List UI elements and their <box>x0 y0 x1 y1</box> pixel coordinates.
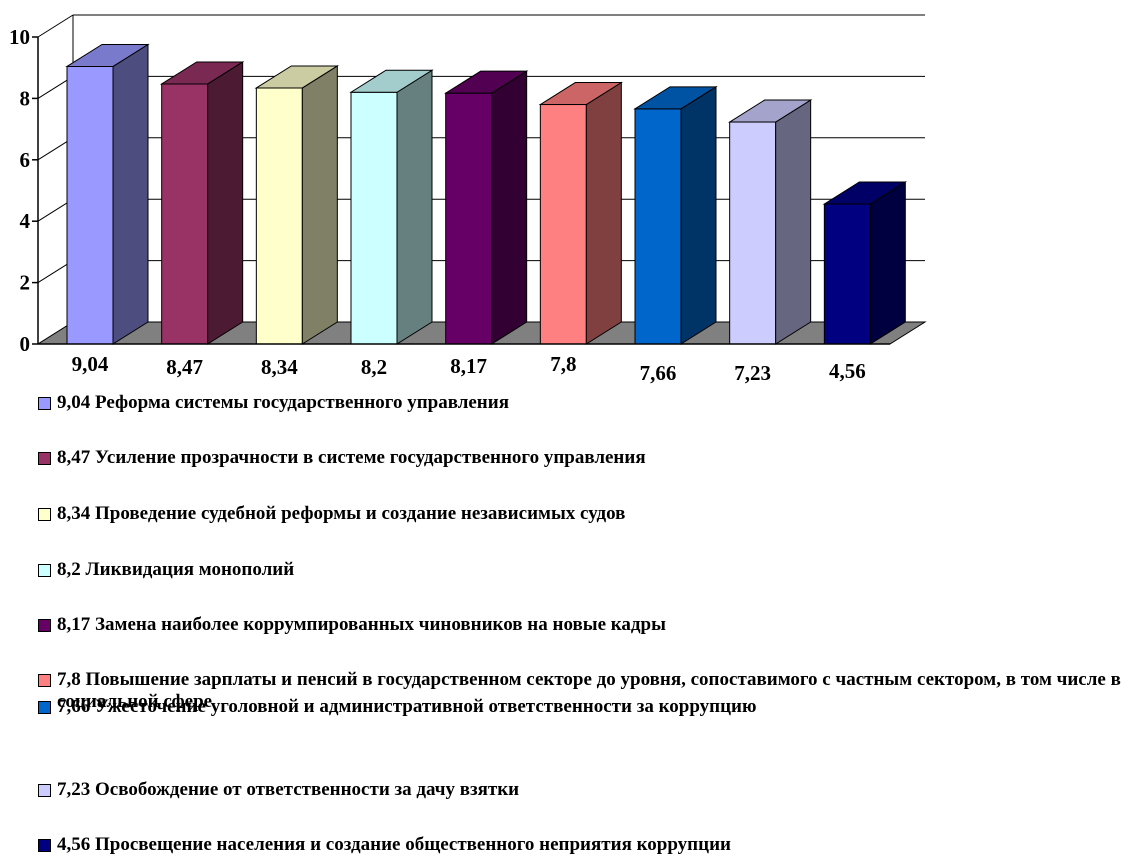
y-tick-label: 8 <box>20 86 31 110</box>
bar-3-side <box>301 65 338 345</box>
legend-label: 9,04 Реформа системы государственного уп… <box>57 392 509 413</box>
bar-4-top <box>349 69 434 93</box>
legend-label: 7,8 Повышение зарплаты и пенсий в госуда… <box>57 669 1121 712</box>
legend-item: 8,17 Замена наиболее коррумпированных чи… <box>38 614 1137 636</box>
legend-label: 8,2 Ликвидация монополий <box>57 559 295 580</box>
bar-2-front <box>161 83 209 345</box>
bar-7-front <box>634 108 682 345</box>
category-label: 8,2 <box>361 355 387 379</box>
legend-swatch <box>38 564 51 577</box>
bar-9-top <box>822 181 908 205</box>
legend-item: 4,56 Просвещение населения и создание об… <box>38 834 1137 856</box>
legend-item: 8,2 Ликвидация монополий <box>38 559 1137 581</box>
legend-swatch <box>38 839 51 852</box>
category-label: 8,17 <box>450 354 487 378</box>
bar-5-top <box>443 70 529 94</box>
y-tick-label: 4 <box>20 209 31 233</box>
bar-4-front <box>350 91 398 345</box>
legend-swatch <box>38 508 51 521</box>
legend-swatch <box>38 674 51 687</box>
legend-swatch <box>38 452 51 465</box>
legend-item: 7,66 Ужесточение уголовной и администрат… <box>38 696 1137 718</box>
legend-label: 8,34 Проведение судебной реформы и созда… <box>57 503 626 524</box>
legend-label: 8,47 Усиление прозрачности в системе гос… <box>57 447 646 468</box>
legend-item: 7,23 Освобождение от ответственности за … <box>38 779 1137 801</box>
category-label: 7,8 <box>550 352 576 376</box>
bar-7-top <box>633 86 718 110</box>
bar-2-top <box>159 61 245 85</box>
legend-swatch <box>38 784 51 797</box>
legend-label: 4,56 Просвещение населения и создание об… <box>57 834 731 855</box>
category-label: 8,34 <box>261 355 298 379</box>
bar-5-front <box>445 92 493 345</box>
category-label: 4,56 <box>829 359 866 383</box>
category-label: 7,23 <box>734 361 771 385</box>
y-tick-label: 2 <box>20 271 31 295</box>
legend-item: 8,34 Проведение судебной реформы и созда… <box>38 503 1137 525</box>
bar-2-side <box>207 61 244 345</box>
bar-8-side <box>775 99 812 345</box>
bar-9-front <box>823 203 871 345</box>
bar-1-side <box>112 43 149 345</box>
legend-swatch <box>38 701 51 714</box>
legend-swatch <box>38 619 51 632</box>
y-tick-label: 10 <box>9 25 30 49</box>
bar-5-side <box>491 70 528 345</box>
bar-6-top <box>538 82 624 106</box>
bar-1-front <box>66 65 114 345</box>
bar-8-front <box>729 121 777 345</box>
legend-item: 8,47 Усиление прозрачности в системе гос… <box>38 447 1137 469</box>
category-label: 9,04 <box>72 352 109 376</box>
legend-label: 8,17 Замена наиболее коррумпированных чи… <box>57 614 666 635</box>
bar-6-side <box>585 81 622 345</box>
bar-4-side <box>396 69 433 345</box>
bar-1-top <box>65 43 150 67</box>
bar-8-top <box>727 99 813 123</box>
legend-swatch <box>38 397 51 410</box>
y-tick-label: 6 <box>20 148 31 172</box>
bar-9-side <box>869 181 906 345</box>
bar-6-front <box>539 104 587 345</box>
legend-label: 7,66 Ужесточение уголовной и администрат… <box>57 696 757 717</box>
legend-item: 9,04 Реформа системы государственного уп… <box>38 392 1137 414</box>
y-tick-label: 0 <box>20 332 31 356</box>
bar-3-front <box>255 87 303 345</box>
bar-7-side <box>680 85 717 345</box>
bar-3-top <box>254 65 340 89</box>
bar-chart: 0 2 4 6 8 10 9,04 8,47 8,34 8,2 8,17 7,8 7,66 7,23 4,5… <box>9 14 927 385</box>
legend-label: 7,23 Освобождение от ответственности за … <box>57 779 520 800</box>
gridline-side <box>37 14 74 38</box>
category-label: 8,47 <box>166 355 203 379</box>
category-label: 7,66 <box>640 361 677 385</box>
legend-item: 7,8 Повышение зарплаты и пенсий в госуда… <box>38 669 1137 713</box>
